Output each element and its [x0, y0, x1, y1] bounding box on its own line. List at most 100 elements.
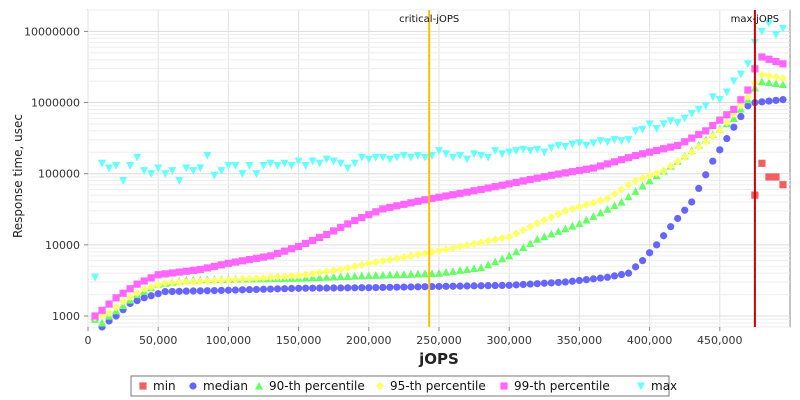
point-95-th-percentile: [757, 70, 767, 79]
legend-item-95-th-percentile: 95-th percentile: [375, 379, 486, 393]
point-95-th-percentile: [434, 246, 444, 255]
point-99-th-percentile: [779, 60, 787, 68]
x-tick-label: 150,000: [276, 334, 322, 347]
point-median: [175, 287, 183, 295]
point-95-th-percentile: [778, 74, 788, 83]
point-max: [161, 170, 170, 178]
legend-marker-99-th-percentile: [500, 382, 508, 390]
point-99-th-percentile: [189, 266, 197, 274]
point-median: [716, 146, 724, 154]
point-max: [308, 157, 317, 166]
point-median: [660, 232, 668, 240]
point-median: [316, 284, 324, 292]
point-median: [147, 292, 155, 300]
point-99-th-percentile: [737, 96, 745, 104]
point-median: [561, 278, 569, 286]
point-90-th-percentile: [343, 272, 352, 280]
point-max: [126, 161, 135, 170]
point-95-th-percentile: [722, 118, 731, 127]
point-median: [280, 285, 289, 293]
point-95-th-percentile: [371, 257, 380, 267]
point-90-th-percentile: [519, 243, 528, 252]
point-max: [491, 147, 500, 155]
point-median: [554, 278, 562, 287]
point-90-th-percentile: [449, 267, 458, 275]
y-axis-title: Response time, usec: [11, 114, 25, 238]
point-max: [575, 139, 584, 148]
point-95-th-percentile: [568, 204, 577, 213]
point-90-th-percentile: [575, 219, 584, 228]
vline-label-critical-jops: critical-jOPS: [399, 14, 459, 25]
point-max: [435, 147, 443, 155]
point-95-th-percentile: [519, 225, 528, 235]
point-max: [133, 153, 142, 162]
point-99-th-percentile: [631, 151, 640, 160]
point-median: [386, 283, 394, 291]
point-max: [91, 273, 100, 282]
point-median: [540, 279, 548, 287]
point-99-th-percentile: [449, 191, 457, 199]
point-max: [568, 140, 577, 149]
point-95-th-percentile: [694, 142, 703, 152]
vline-label-max-jops: max-jOPS: [731, 14, 779, 25]
point-95-th-percentile: [638, 174, 647, 183]
point-95-th-percentile: [329, 266, 338, 275]
point-max: [722, 88, 731, 97]
point-99-th-percentile: [133, 280, 141, 288]
point-99-th-percentile: [386, 203, 394, 211]
point-99-th-percentile: [287, 245, 296, 253]
point-max: [729, 77, 738, 86]
point-90-th-percentile: [582, 215, 591, 224]
point-median: [624, 269, 633, 277]
point-95-th-percentile: [715, 126, 724, 135]
point-99-th-percentile: [498, 181, 506, 189]
point-95-th-percentile: [336, 265, 345, 274]
x-tick-label: 250,000: [416, 334, 462, 347]
point-median: [688, 198, 696, 206]
point-90-th-percentile: [526, 239, 535, 247]
point-median: [610, 272, 619, 280]
point-median: [779, 96, 787, 104]
point-99-th-percentile: [393, 202, 401, 210]
point-median: [758, 98, 766, 106]
point-median: [309, 284, 317, 292]
point-99-th-percentile: [98, 306, 106, 314]
point-max: [736, 70, 745, 79]
point-95-th-percentile: [217, 276, 226, 285]
point-95-th-percentile: [505, 232, 514, 241]
point-99-th-percentile: [224, 259, 232, 267]
point-max: [399, 151, 408, 160]
point-95-th-percentile: [743, 92, 752, 102]
point-99-th-percentile: [610, 158, 619, 166]
point-95-th-percentile: [308, 269, 317, 278]
legend-label-min: min: [153, 379, 176, 393]
point-median: [330, 284, 338, 292]
point-max: [392, 153, 401, 162]
point-95-th-percentile: [189, 277, 198, 286]
point-99-th-percentile: [231, 258, 240, 266]
point-99-th-percentile: [365, 211, 373, 219]
point-90-th-percentile: [617, 197, 626, 206]
point-99-th-percentile: [435, 193, 443, 201]
legend-item-min: min: [139, 379, 176, 393]
legend: min median 90-th percentile 95-th percentil…: [130, 375, 677, 397]
point-median: [484, 282, 492, 290]
point-90-th-percentile: [505, 251, 514, 260]
point-99-th-percentile: [702, 127, 710, 135]
point-99-th-percentile: [421, 196, 429, 204]
point-median: [252, 285, 261, 294]
legend-label-95-th-percentile: 95-th percentile: [390, 379, 486, 393]
point-median: [400, 283, 408, 291]
legend-label-max: max: [651, 379, 677, 393]
point-min: [765, 173, 773, 181]
point-99-th-percentile: [154, 271, 162, 279]
point-median: [203, 287, 211, 295]
point-90-th-percentile: [533, 235, 542, 243]
point-max: [708, 93, 717, 102]
point-max: [273, 161, 282, 170]
point-max: [266, 159, 275, 168]
legend-marker-max: [637, 382, 645, 391]
point-99-th-percentile: [617, 156, 626, 164]
point-95-th-percentile: [701, 137, 710, 146]
point-99-th-percentile: [210, 262, 218, 271]
